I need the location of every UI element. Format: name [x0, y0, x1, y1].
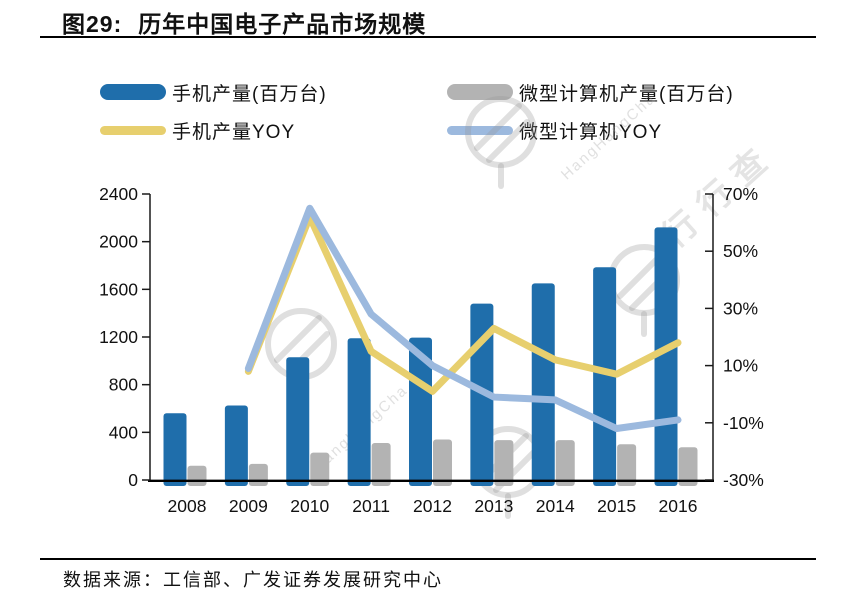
y-left-tick-label: 1200: [99, 327, 138, 347]
bar-2008: [187, 465, 207, 486]
y-left-tick-label: 0: [128, 470, 138, 490]
legend-label: 微型计算机YOY: [519, 121, 663, 143]
bar-2015: [593, 267, 617, 486]
x-tick-label: 2012: [413, 496, 452, 516]
title-divider: [40, 36, 816, 38]
footer-divider: [40, 558, 816, 560]
x-tick-label: 2014: [536, 496, 575, 516]
bar-2008: [163, 413, 187, 486]
y-right-tick-label: -10%: [723, 413, 764, 433]
legend-item-pc-yoy: 微型计算机YOY: [447, 118, 663, 143]
x-tick-label: 2016: [659, 496, 698, 516]
y-left-tick-label: 2000: [99, 232, 138, 252]
x-tick-label: 2010: [290, 496, 329, 516]
y-left-tick-label: 400: [109, 422, 138, 442]
bar-2011: [347, 338, 371, 486]
x-tick-label: 2013: [474, 496, 513, 516]
bar-2016: [678, 447, 698, 486]
bar-2013: [494, 440, 514, 486]
y-left-tick-label: 1600: [99, 279, 138, 299]
bar-2014: [555, 440, 575, 486]
bar-2010: [286, 357, 310, 486]
bar-2010: [310, 452, 330, 486]
x-tick-label: 2011: [352, 496, 390, 516]
x-tick-label: 2008: [168, 496, 207, 516]
legend-item-pc-production: 微型计算机产量(百万台): [447, 80, 734, 105]
legend-swatch-pc-yoy: [447, 125, 513, 135]
y-right-tick-label: 70%: [723, 184, 758, 204]
y-right-tick-label: -30%: [723, 470, 764, 490]
data-source: 数据来源：工信部、广发证券发展研究中心: [63, 570, 443, 590]
y-left-tick-label: 800: [109, 375, 138, 395]
x-tick-label: 2009: [229, 496, 268, 516]
bar-2009: [224, 405, 248, 486]
page-title: 图29: 历年中国电子产品市场规模: [62, 5, 426, 39]
y-left-tick-label: 2400: [99, 184, 138, 204]
figure-title-text: 历年中国电子产品市场规模: [138, 11, 427, 37]
bar-2012: [409, 337, 432, 486]
bar-2011: [371, 443, 391, 486]
legend-label: 手机产量(百万台): [172, 83, 327, 105]
line-微型计算机YOY: [244, 204, 682, 433]
x-tick-label: 2015: [597, 496, 636, 516]
legend-item-phone-production: 手机产量(百万台): [100, 80, 327, 105]
legend-label: 微型计算机产量(百万台): [519, 83, 734, 105]
bar-2015: [617, 444, 637, 486]
y-right-tick-label: 30%: [723, 298, 758, 318]
line-手机产量YOY: [244, 213, 682, 395]
y-right-tick-label: 10%: [723, 356, 758, 376]
y-right-tick-label: 50%: [723, 241, 758, 261]
bar-2014: [531, 283, 555, 486]
legend-swatch-phone-production: [100, 84, 166, 100]
legend-swatch-pc-production: [447, 84, 513, 100]
figure-number: 图29:: [62, 11, 123, 37]
legend-label: 手机产量YOY: [172, 121, 296, 143]
legend-item-phone-yoy: 手机产量YOY: [100, 118, 296, 143]
bar-2012: [433, 439, 452, 486]
bar-2009: [248, 463, 268, 486]
legend-swatch-phone-yoy: [100, 125, 166, 135]
